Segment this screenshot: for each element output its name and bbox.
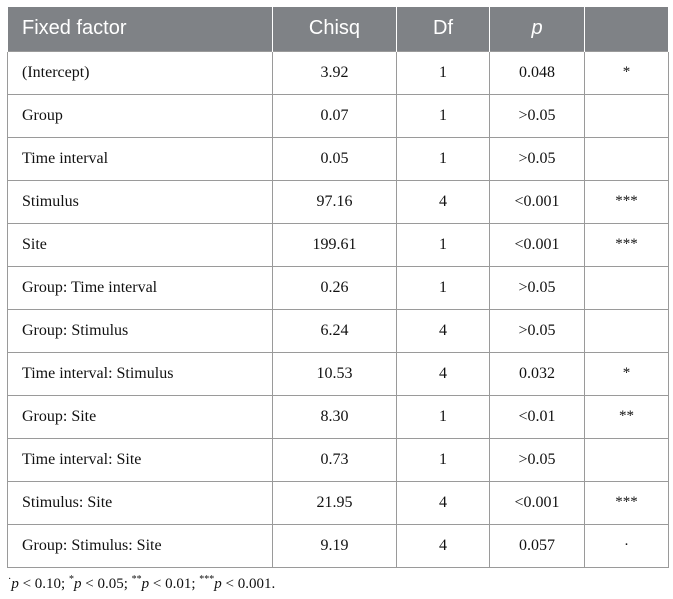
- cell-df: 1: [396, 136, 490, 181]
- footnote-symbol: *: [68, 574, 74, 585]
- cell-p-value: >0.05: [489, 308, 585, 353]
- table-row: (Intercept) 3.92 1 0.048 *: [7, 50, 669, 95]
- table-row: Group: Time interval 0.26 1 >0.05: [7, 265, 669, 310]
- table-row: Time interval: Site 0.73 1 >0.05: [7, 437, 669, 482]
- cell-chisq: 0.73: [272, 437, 397, 482]
- cell-significance: [584, 265, 669, 310]
- footnote-symbol: ***: [199, 574, 215, 585]
- cell-df: 1: [396, 50, 490, 95]
- cell-fixed-factor: (Intercept): [7, 50, 273, 95]
- cell-significance: [584, 93, 669, 138]
- cell-chisq: 97.16: [272, 179, 397, 224]
- cell-df: 4: [396, 308, 490, 353]
- footnote-threshold: < 0.01;: [149, 576, 200, 592]
- cell-significance: [584, 437, 669, 482]
- cell-chisq: 6.24: [272, 308, 397, 353]
- table-row: Time interval: Stimulus 10.53 4 0.032 *: [7, 351, 669, 396]
- cell-df: 4: [396, 523, 490, 568]
- cell-fixed-factor: Group: [7, 93, 273, 138]
- cell-fixed-factor: Group: Stimulus: [7, 308, 273, 353]
- cell-significance: *: [584, 351, 669, 396]
- cell-df: 1: [396, 437, 490, 482]
- cell-p-value: 0.057: [489, 523, 585, 568]
- table-body: (Intercept) 3.92 1 0.048 * Group 0.07 1 >0.05 Tim…: [7, 50, 669, 568]
- cell-significance: **: [584, 394, 669, 439]
- cell-chisq: 21.95: [272, 480, 397, 525]
- cell-df: 1: [396, 394, 490, 439]
- cell-chisq: 8.30: [272, 394, 397, 439]
- cell-fixed-factor: Stimulus: [7, 179, 273, 224]
- cell-significance: ***: [584, 480, 669, 525]
- cell-df: 1: [396, 93, 490, 138]
- cell-fixed-factor: Group: Time interval: [7, 265, 273, 310]
- cell-fixed-factor: Time interval: [7, 136, 273, 181]
- cell-fixed-factor: Time interval: Site: [7, 437, 273, 482]
- table-row: Group: Site 8.30 1 <0.01 **: [7, 394, 669, 439]
- table-row: Site 199.61 1 <0.001 ***: [7, 222, 669, 267]
- cell-significance: [584, 136, 669, 181]
- cell-p-value: >0.05: [489, 136, 585, 181]
- significance-footnote: ·p < 0.10; *p < 0.05; **p < 0.01; ***p <…: [8, 574, 276, 593]
- cell-df: 1: [396, 222, 490, 267]
- cell-p-value: 0.032: [489, 351, 585, 396]
- table-row: Stimulus 97.16 4 <0.001 ***: [7, 179, 669, 224]
- footnote-threshold: < 0.001.: [221, 576, 276, 592]
- header-chisq: Chisq: [272, 7, 397, 51]
- cell-df: 4: [396, 351, 490, 396]
- cell-p-value: <0.001: [489, 179, 585, 224]
- cell-df: 1: [396, 265, 490, 310]
- cell-fixed-factor: Stimulus: Site: [7, 480, 273, 525]
- footnote-symbol: **: [131, 574, 142, 585]
- header-fixed-factor: Fixed factor: [7, 7, 273, 51]
- anova-table: Fixed factor Chisq Df p (Intercept) 3.92 1…: [7, 7, 669, 568]
- cell-p-value: >0.05: [489, 93, 585, 138]
- footnote-p-label: p: [11, 576, 19, 592]
- cell-fixed-factor: Group: Site: [7, 394, 273, 439]
- cell-fixed-factor: Site: [7, 222, 273, 267]
- cell-chisq: 199.61: [272, 222, 397, 267]
- header-significance: [584, 7, 669, 51]
- table-row: Time interval 0.05 1 >0.05: [7, 136, 669, 181]
- cell-p-value: <0.01: [489, 394, 585, 439]
- cell-chisq: 3.92: [272, 50, 397, 95]
- header-row: Fixed factor Chisq Df p: [7, 7, 669, 51]
- footnote-threshold: < 0.10;: [18, 576, 69, 592]
- footnote-p-label: p: [73, 576, 82, 592]
- cell-significance: ***: [584, 179, 669, 224]
- cell-p-value: <0.001: [489, 480, 585, 525]
- footnote-symbol: ·: [8, 574, 12, 585]
- cell-chisq: 9.19: [272, 523, 397, 568]
- cell-chisq: 0.05: [272, 136, 397, 181]
- table-row: Group: Stimulus 6.24 4 >0.05: [7, 308, 669, 353]
- footnote-p-label: p: [214, 576, 222, 592]
- cell-p-value: <0.001: [489, 222, 585, 267]
- cell-p-value: >0.05: [489, 265, 585, 310]
- footnote-threshold: < 0.05;: [81, 576, 132, 592]
- cell-p-value: 0.048: [489, 50, 585, 95]
- cell-chisq: 0.07: [272, 93, 397, 138]
- cell-fixed-factor: Group: Stimulus: Site: [7, 523, 273, 568]
- table-row: Group 0.07 1 >0.05: [7, 93, 669, 138]
- cell-df: 4: [396, 480, 490, 525]
- cell-significance: [584, 308, 669, 353]
- cell-df: 4: [396, 179, 490, 224]
- cell-significance: ·: [584, 523, 669, 568]
- header-p: p: [489, 7, 585, 51]
- table-row: Group: Stimulus: Site 9.19 4 0.057 ·: [7, 523, 669, 568]
- cell-chisq: 10.53: [272, 351, 397, 396]
- table-row: Stimulus: Site 21.95 4 <0.001 ***: [7, 480, 669, 525]
- cell-significance: *: [584, 50, 669, 95]
- cell-p-value: >0.05: [489, 437, 585, 482]
- cell-chisq: 0.26: [272, 265, 397, 310]
- cell-fixed-factor: Time interval: Stimulus: [7, 351, 273, 396]
- table-header: Fixed factor Chisq Df p: [7, 7, 669, 51]
- header-df: Df: [396, 7, 490, 51]
- cell-significance: ***: [584, 222, 669, 267]
- footnote-p-label: p: [141, 576, 150, 592]
